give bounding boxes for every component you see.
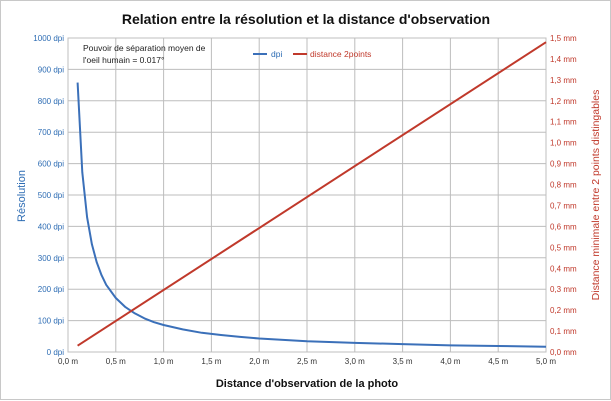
x-tick-label: 3,0 m [345, 357, 365, 366]
y-left-tick-label: 800 dpi [38, 97, 64, 106]
chart-title: Relation entre la résolution et la dista… [122, 11, 490, 27]
x-tick-label: 4,0 m [440, 357, 460, 366]
x-tick-label: 3,5 m [393, 357, 413, 366]
y-right-axis-title: Distance minimale entre 2 points disting… [590, 90, 602, 301]
y-left-tick-label: 1000 dpi [33, 34, 64, 43]
y-right-tick-label: 0,6 mm [550, 222, 577, 231]
annotation-line-1: Pouvoir de séparation moyen de [83, 43, 206, 53]
y-left-tick-label: 600 dpi [38, 160, 64, 169]
series-line-dpi [76, 82, 547, 348]
y-right-tick-label: 0,2 mm [550, 306, 577, 315]
x-tick-label: 4,5 m [488, 357, 508, 366]
y-left-tick-label: 700 dpi [38, 128, 64, 137]
tick-layer: 0 dpi 100 dpi 200 dpi 300 dpi 400 dpi 500 dpi… [33, 34, 577, 366]
y-right-tick-label: 0,4 mm [550, 264, 577, 273]
y-right-tick-label: 1,4 mm [550, 55, 577, 64]
x-tick-label: 1,0 m [154, 357, 174, 366]
legend: dpi distance 2points [253, 49, 371, 59]
y-left-tick-label: 200 dpi [38, 285, 64, 294]
y-right-tick-label: 1,0 mm [550, 139, 577, 148]
y-left-tick-label: 100 dpi [38, 317, 64, 326]
y-left-axis-title: Résolution [16, 170, 28, 222]
x-tick-label: 2,0 m [249, 357, 269, 366]
grid-layer [68, 38, 546, 352]
x-tick-label: 0,0 m [58, 357, 78, 366]
legend-label-distance: distance 2points [310, 49, 371, 59]
y-left-tick-label: 0 dpi [47, 348, 65, 357]
y-right-tick-label: 0,5 mm [550, 243, 577, 252]
y-right-tick-label: 1,1 mm [550, 118, 577, 127]
x-tick-label: 2,5 m [297, 357, 317, 366]
y-right-tick-label: 0,1 mm [550, 327, 577, 336]
x-axis-title: Distance d'observation de la photo [216, 378, 399, 390]
y-left-tick-label: 400 dpi [38, 222, 64, 231]
y-right-tick-label: 1,5 mm [550, 34, 577, 43]
y-left-tick-label: 300 dpi [38, 254, 64, 263]
y-left-tick-label: 900 dpi [38, 65, 64, 74]
series-layer [76, 41, 547, 348]
y-right-tick-label: 0,9 mm [550, 160, 577, 169]
y-right-tick-label: 0,0 mm [550, 348, 577, 357]
y-left-tick-label: 500 dpi [38, 191, 64, 200]
x-tick-label: 1,5 m [201, 357, 221, 366]
y-right-tick-label: 0,3 mm [550, 285, 577, 294]
x-tick-label: 5,0 m [536, 357, 556, 366]
y-right-tick-label: 1,2 mm [550, 97, 577, 106]
annotation-line-2: l'oeil humain = 0.017° [83, 55, 164, 65]
legend-label-dpi: dpi [271, 49, 282, 59]
y-right-tick-label: 0,7 mm [550, 201, 577, 210]
y-right-tick-label: 0,8 mm [550, 181, 577, 190]
y-right-tick-label: 1,3 mm [550, 76, 577, 85]
x-tick-label: 0,5 m [106, 357, 126, 366]
series-line-distance [77, 41, 547, 347]
